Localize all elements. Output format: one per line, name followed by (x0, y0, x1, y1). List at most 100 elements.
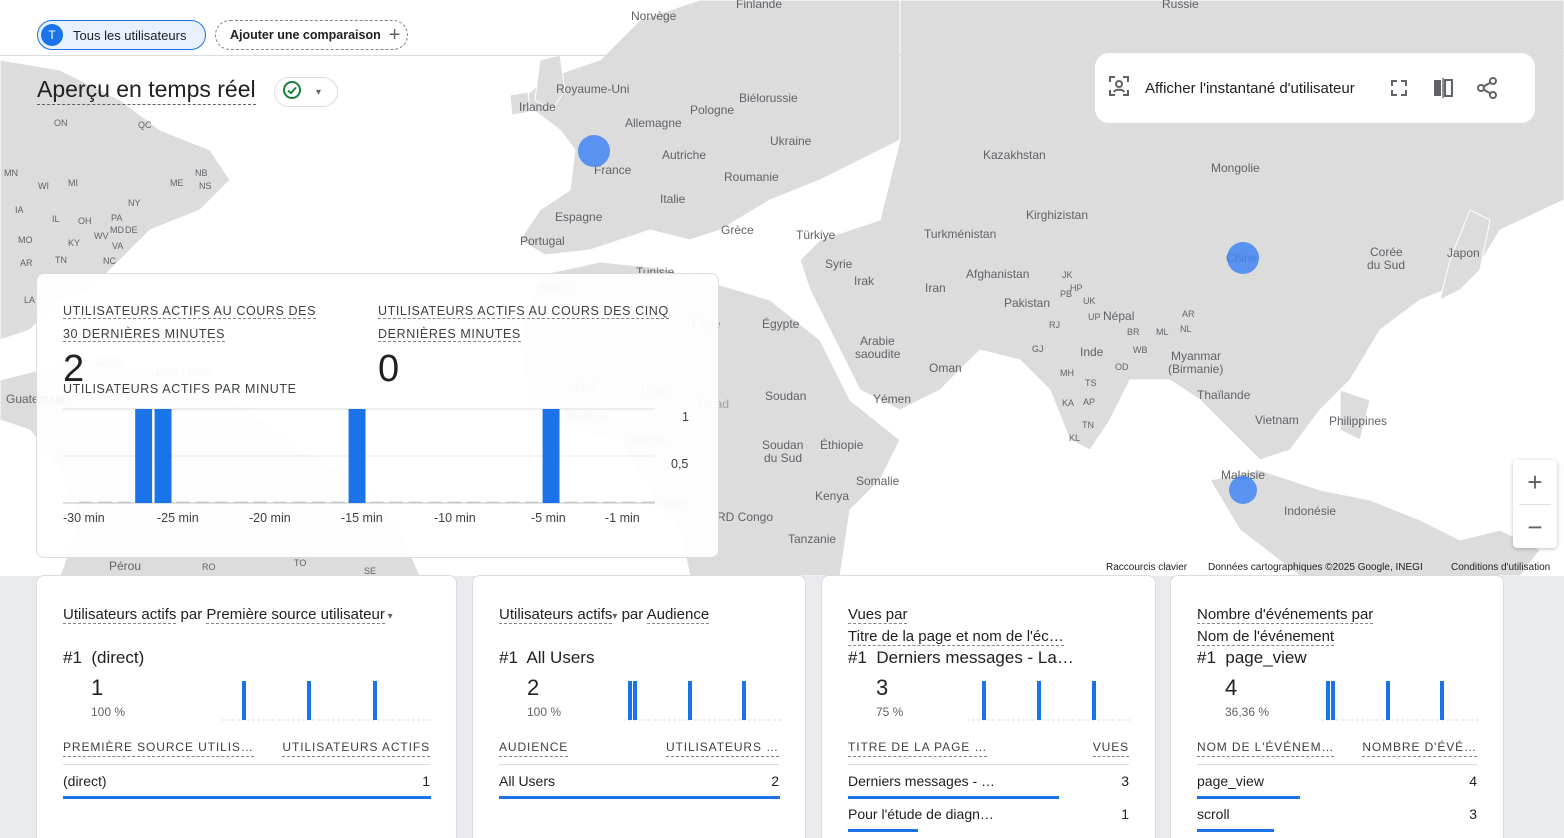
divider (1197, 764, 1477, 765)
map-region-label: AR (1182, 309, 1195, 319)
map-country-label: Éthiopie (820, 438, 864, 452)
add-comparison-label: Ajouter une comparaison (230, 28, 381, 42)
row-value: 2 (771, 773, 779, 789)
realtime-users-card: UTILISATEURS ACTIFS AU COURS DES 30 DERNI… (36, 273, 719, 558)
user-location-dot-malaysia[interactable] (1229, 476, 1257, 504)
map-region-label: QC (138, 120, 152, 130)
map-country-label: du Sud (1367, 258, 1406, 272)
map-region-label: WB (1133, 345, 1148, 355)
zoom-in-button[interactable]: + (1527, 466, 1543, 497)
user-location-dot-china[interactable] (1227, 242, 1259, 274)
top-value: 4 (1225, 675, 1238, 700)
row-name: Pour l'étude de diagn… (848, 806, 994, 822)
card-title[interactable]: Vues par Titre de la page et nom de l'éc… (848, 606, 1064, 646)
map-country-label: Soudan (762, 438, 804, 452)
map-region-label: DE (125, 225, 138, 235)
map-country-label: Oman (929, 361, 962, 375)
row-name: page_view (1197, 773, 1264, 789)
snapshot-toolbar: Afficher l'instantané d'utilisateur (1095, 53, 1535, 123)
map-region-label: MO (18, 235, 33, 245)
x-tick: -10 min (434, 511, 476, 525)
map-region-label: TS (1085, 378, 1097, 388)
share-icon[interactable] (1465, 68, 1509, 108)
map-country-label: Ukraine (770, 134, 812, 148)
minute-bar[interactable] (154, 409, 172, 503)
x-tick: -25 min (157, 511, 199, 525)
map-region-label: NS (199, 181, 212, 191)
top-item: #1 All Users (499, 648, 595, 667)
card-page-views: Vues par Titre de la page et nom de l'éc…… (821, 575, 1156, 838)
map-country-label: Espagne (555, 210, 603, 224)
map-region-label: BR (1127, 327, 1140, 337)
map-country-label: Iran (925, 281, 946, 295)
fullscreen-icon[interactable] (1377, 68, 1421, 108)
card-title[interactable]: Utilisateurs actifs par Première source … (63, 606, 393, 624)
map-region-label: JK (1062, 270, 1073, 280)
map-region-label: NY (128, 198, 141, 208)
map-region-label: UP (1088, 312, 1101, 322)
card-first-user-source: Utilisateurs actifs par Première source … (36, 575, 457, 838)
top-percent: 100 % (91, 705, 126, 719)
map-region-label: LA (24, 295, 36, 305)
divider (848, 764, 1129, 765)
map-country-label: Mongolie (1211, 161, 1260, 175)
compare-icon[interactable] (1421, 68, 1465, 108)
map-region-label: MN (4, 168, 18, 178)
add-comparison-button[interactable]: Ajouter une comparaison + (215, 20, 408, 50)
map-region-label: TO (294, 558, 307, 568)
kpi-30min-value: 2 (63, 348, 85, 390)
row-value: 4 (1469, 773, 1477, 789)
column-header[interactable]: NOMBRE D'ÉVÉ… (1362, 740, 1477, 757)
user-snapshot-icon[interactable] (1107, 74, 1131, 103)
map-region-label: RJ (1049, 320, 1060, 330)
card-title[interactable]: Nombre d'événements par Nom de l'événemen… (1197, 606, 1374, 646)
column-header[interactable]: NOM DE L'ÉVÉNEM… (1197, 740, 1335, 757)
x-tick: -30 min (63, 511, 105, 525)
per-minute-bar-chart[interactable] (37, 274, 720, 559)
map-region-label: TN (55, 255, 67, 265)
top-item: #1 (direct) (63, 648, 145, 667)
keyboard-shortcuts-link[interactable]: Raccourcis clavier (1106, 562, 1188, 573)
all-users-chip[interactable]: T Tous les utilisateurs (37, 20, 206, 50)
map-country-label: Russie (1162, 0, 1199, 11)
map-region-label: NC (103, 256, 116, 266)
map-country-label: Pakistan (1004, 296, 1051, 310)
column-header[interactable]: UTILISATEURS … (665, 740, 779, 757)
check-circle-icon (282, 80, 302, 105)
map-country-label: Kirghizistan (1026, 208, 1089, 222)
minute-bar[interactable] (542, 409, 560, 503)
map-country-label: Portugal (520, 234, 565, 248)
map-country-label: Pologne (690, 103, 735, 117)
top-item: #1 page_view (1197, 648, 1307, 667)
column-header[interactable]: TITRE DE LA PAGE … (848, 740, 988, 757)
map-region-label: OD (1115, 362, 1129, 372)
view-user-snapshot-link[interactable]: Afficher l'instantané d'utilisateur (1145, 79, 1355, 97)
user-location-dot-france[interactable] (578, 135, 610, 167)
map-data-attribution: Données cartographiques ©2025 Google, IN… (1208, 562, 1423, 573)
row-share-bar (63, 796, 431, 799)
map-country-label: (Birmanie) (1168, 362, 1224, 376)
minute-bar[interactable] (348, 409, 366, 503)
terms-link[interactable]: Conditions d'utilisation (1451, 562, 1551, 573)
minute-bar[interactable] (135, 409, 153, 503)
card-title[interactable]: Utilisateurs actifs▾ par Audience (499, 606, 710, 624)
top-percent: 36,36 % (1225, 705, 1270, 719)
map-country-label: Kazakhstan (983, 148, 1046, 162)
map-country-label: saoudite (855, 347, 901, 361)
map-region-label: MI (68, 178, 78, 188)
row-value: 3 (1469, 806, 1477, 822)
page-title: Aperçu en temps réel (37, 76, 256, 105)
map-country-label: Tanzanie (788, 532, 837, 546)
map-country-label: Afghanistan (966, 267, 1030, 281)
column-header[interactable]: VUES (1092, 740, 1129, 757)
column-header[interactable]: AUDIENCE (499, 740, 569, 757)
row-value: 3 (1121, 773, 1129, 789)
row-name: scroll (1197, 806, 1230, 822)
column-header[interactable]: UTILISATEURS ACTIFS (282, 740, 430, 757)
map-country-label: Corée (1370, 245, 1403, 259)
map-country-label: Philippines (1329, 414, 1388, 428)
column-header[interactable]: PREMIÈRE SOURCE UTILIS… (63, 740, 254, 757)
zoom-out-button[interactable]: − (1527, 511, 1543, 542)
map-country-label: Kenya (815, 489, 850, 503)
status-dropdown[interactable]: ▾ (274, 77, 338, 107)
